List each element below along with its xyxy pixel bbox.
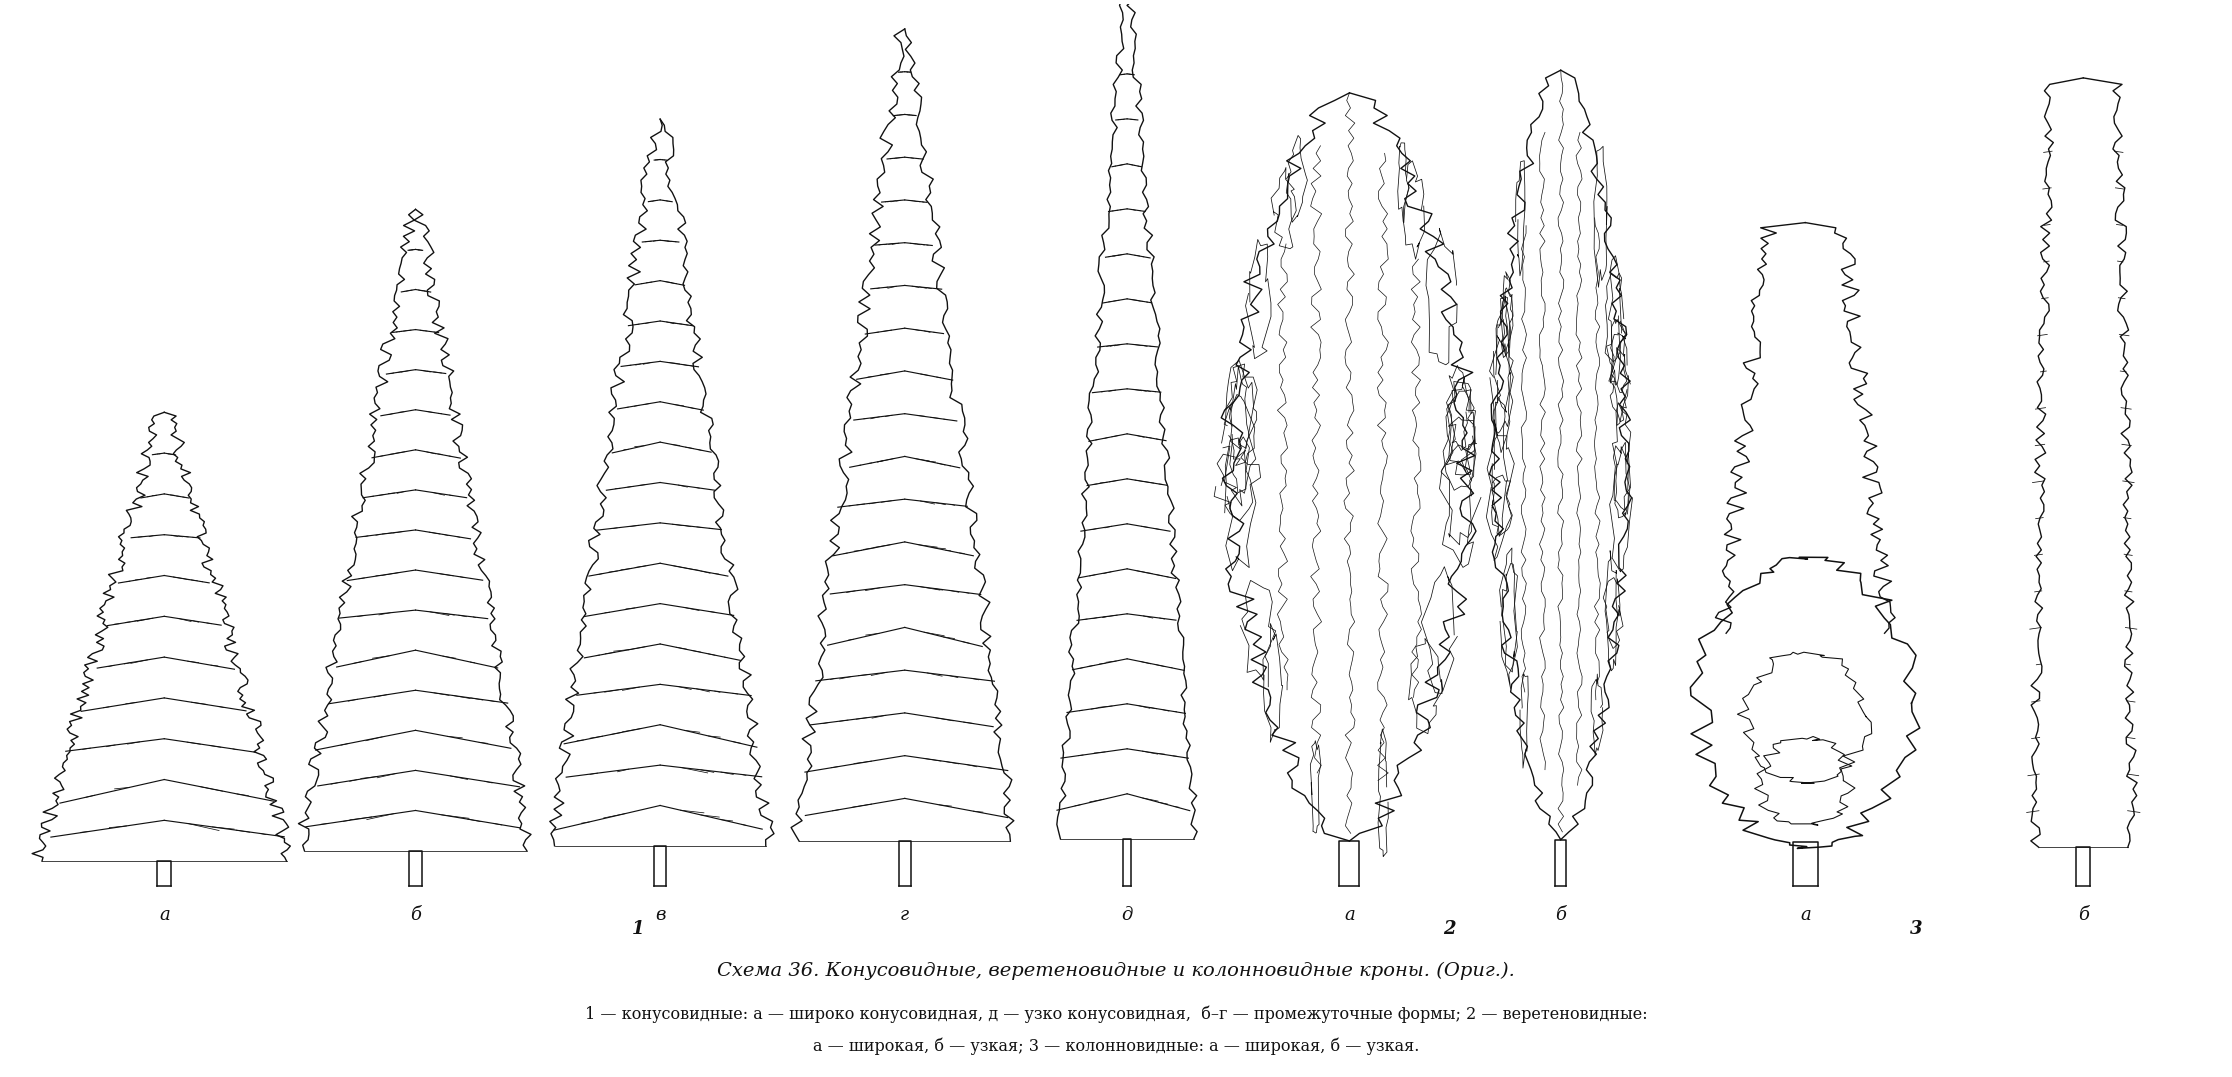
Text: а: а xyxy=(158,906,170,924)
Text: б: б xyxy=(411,906,422,924)
Text: д: д xyxy=(1120,906,1134,924)
Text: 1: 1 xyxy=(632,920,645,938)
Text: а — широкая, б — узкая; 3 — колонновидные: а — широкая, б — узкая.: а — широкая, б — узкая; 3 — колонновидны… xyxy=(812,1037,1420,1054)
Text: б: б xyxy=(1556,906,1567,924)
Text: а: а xyxy=(1799,906,1810,924)
Text: г: г xyxy=(899,906,908,924)
Text: а: а xyxy=(1344,906,1355,924)
Text: 2: 2 xyxy=(1444,920,1455,938)
Text: 3: 3 xyxy=(1911,920,1922,938)
Text: 1 — конусовидные: а — широко конусовидная, д — узко конусовидная,  б–г — промежу: 1 — конусовидные: а — широко конусовидна… xyxy=(585,1005,1647,1023)
Text: в: в xyxy=(654,906,665,924)
Text: б: б xyxy=(2078,906,2089,924)
Text: Схема 36. Конусовидные, веретеновидные и колонновидные кроны. (Ориг.).: Схема 36. Конусовидные, веретеновидные и… xyxy=(716,962,1516,980)
